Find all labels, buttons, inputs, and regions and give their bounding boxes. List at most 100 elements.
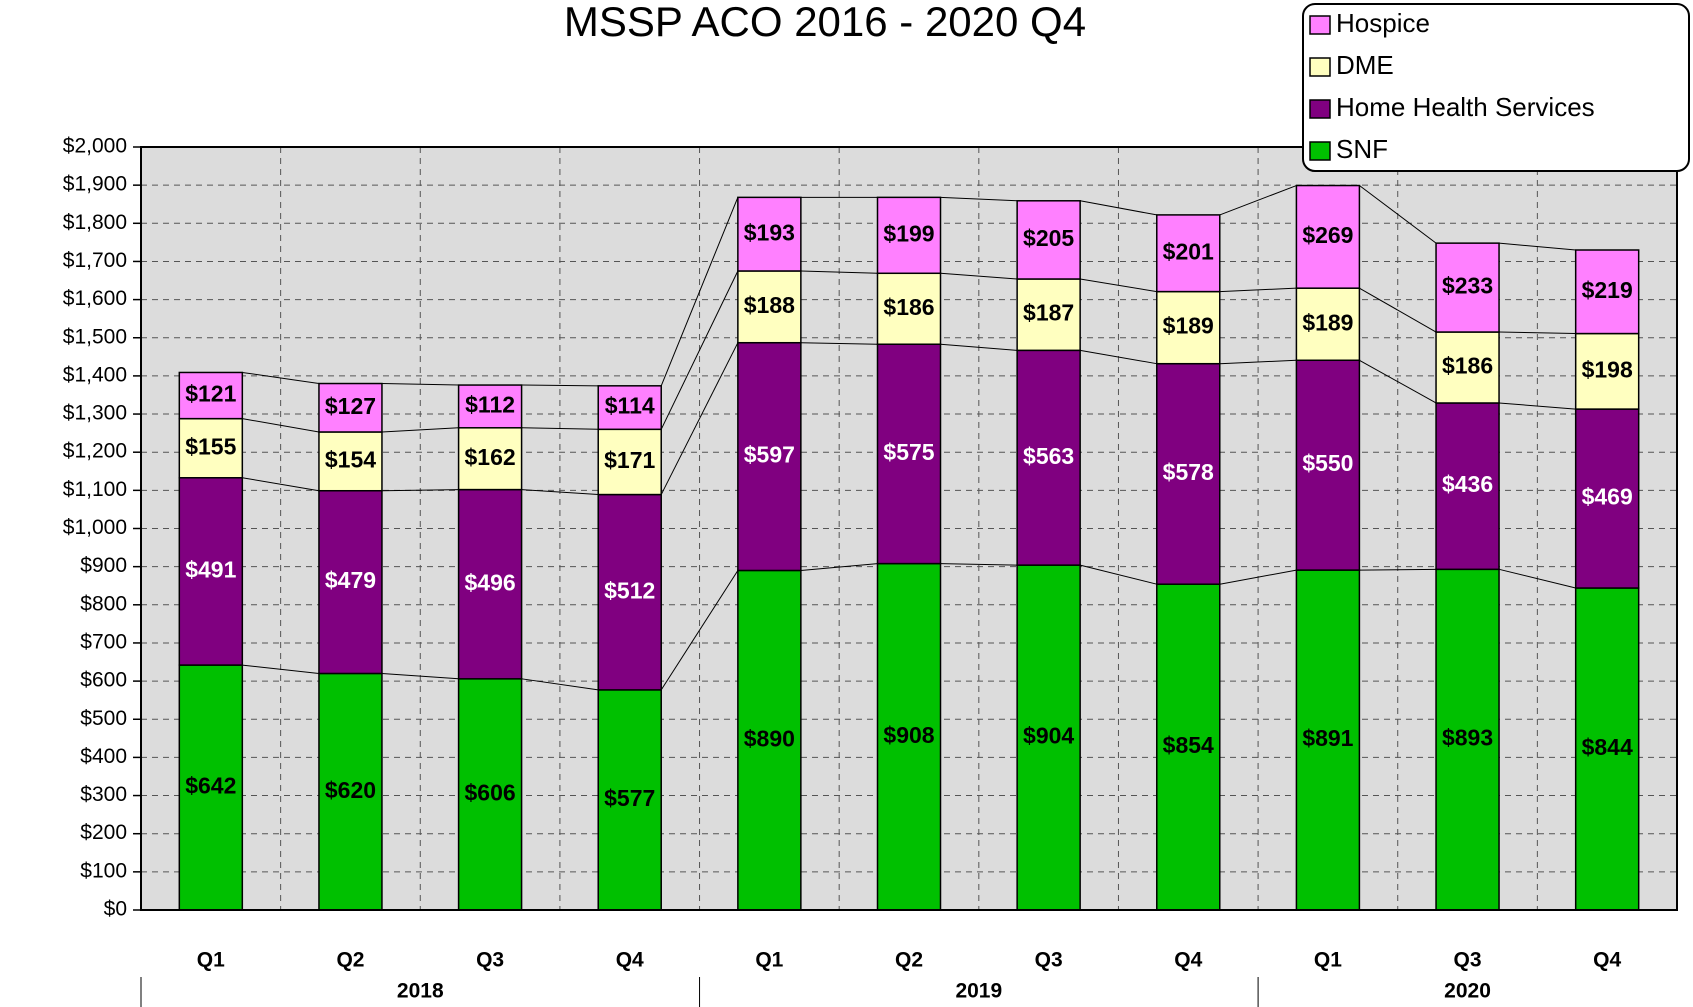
y-tick-label: $1,500 <box>63 325 127 348</box>
x-tick-label: Q1 <box>1314 949 1342 972</box>
connector <box>381 427 459 433</box>
bar-segment <box>457 427 523 491</box>
bar-segment <box>1295 287 1361 362</box>
value-label: $893 <box>1442 725 1493 751</box>
bar-segment <box>1435 242 1500 333</box>
y-tick-label: $0 <box>104 898 127 921</box>
bar-segment <box>1016 200 1081 280</box>
legend-box <box>1302 3 1690 172</box>
value-label: $620 <box>325 777 376 803</box>
bar-segment <box>1574 587 1640 911</box>
chart-title: MSSP ACO 2016 - 2020 Q4 <box>564 0 1086 45</box>
value-label: $512 <box>604 577 655 603</box>
bar-segment <box>876 196 942 275</box>
connector <box>242 664 320 674</box>
bar-segment <box>876 562 942 911</box>
value-label: $198 <box>1582 356 1633 382</box>
y-tick-label: $900 <box>80 554 127 577</box>
y-tick-label: $2,000 <box>63 135 127 158</box>
x-tick-label: Q2 <box>895 949 923 972</box>
bar-segment <box>178 371 244 420</box>
connector <box>1080 278 1157 293</box>
connector <box>1080 349 1157 365</box>
connector <box>242 371 320 385</box>
y-tick-label: $1,200 <box>63 440 127 463</box>
legend-label: SNF <box>1336 134 1388 164</box>
value-label: $890 <box>744 725 795 751</box>
bar-segment <box>1016 349 1081 566</box>
x-tick-label: Q3 <box>1035 949 1063 972</box>
connector <box>242 418 320 433</box>
connector <box>521 427 599 430</box>
value-label: $205 <box>1023 225 1074 251</box>
legend: Hospice DME Home Health Services SNF <box>1302 3 1690 172</box>
legend-swatch <box>1309 141 1331 161</box>
connector <box>1499 402 1576 410</box>
bar-segment <box>737 341 802 572</box>
value-label: $575 <box>883 439 934 465</box>
value-label: $171 <box>604 447 655 473</box>
value-label: $127 <box>325 393 376 419</box>
bar-segment <box>457 384 523 429</box>
bar-segment <box>318 431 383 492</box>
bar-segment <box>1574 332 1640 410</box>
value-label: $154 <box>325 446 376 472</box>
connector <box>940 343 1018 351</box>
bar-segment <box>876 272 942 345</box>
group-label: 2020 <box>1444 980 1491 1003</box>
value-label: $550 <box>1302 450 1353 476</box>
connector <box>800 270 878 274</box>
connector <box>1080 564 1157 585</box>
value-label: $908 <box>883 722 934 748</box>
value-label: $188 <box>744 292 795 318</box>
connector <box>1499 242 1576 251</box>
legend-label: Home Health Services <box>1336 92 1595 122</box>
connector <box>800 342 878 345</box>
x-tick-label: Q3 <box>1454 949 1482 972</box>
x-tick-label: Q1 <box>197 949 225 972</box>
bar-segment <box>737 569 802 911</box>
value-label: $642 <box>185 773 236 799</box>
bar-segment <box>178 417 244 479</box>
bar-segment <box>1156 290 1221 365</box>
connector <box>660 197 739 387</box>
connector <box>521 489 599 496</box>
value-label: $904 <box>1023 723 1074 749</box>
legend-label: DME <box>1336 50 1394 80</box>
bar-segment <box>1156 362 1221 585</box>
value-label: $597 <box>744 442 795 468</box>
bar-segment <box>178 664 244 911</box>
bar-segment <box>1435 568 1500 911</box>
connector <box>1219 569 1297 585</box>
connector <box>381 383 459 386</box>
bar-segment <box>597 689 662 911</box>
connector <box>940 563 1018 566</box>
value-label: $187 <box>1023 300 1074 326</box>
value-label: $121 <box>185 381 236 407</box>
value-label: $112 <box>465 391 515 417</box>
connector <box>242 477 320 492</box>
group-label: 2019 <box>955 980 1002 1003</box>
y-tick-label: $1,000 <box>63 516 127 539</box>
bar-segment <box>318 489 383 675</box>
bar-segment <box>597 493 662 691</box>
bar-segment <box>1435 331 1500 404</box>
legend-label: Hospice <box>1336 8 1430 38</box>
connector <box>1359 359 1437 404</box>
connector <box>521 384 599 387</box>
x-tick-label: Q4 <box>1174 949 1202 972</box>
value-label: $606 <box>465 779 516 805</box>
value-label: $219 <box>1582 277 1633 303</box>
connector <box>1219 359 1297 365</box>
value-label: $189 <box>1163 313 1214 339</box>
value-label: $189 <box>1302 309 1353 335</box>
value-label: $563 <box>1023 443 1074 469</box>
x-tick-label: Q4 <box>1593 949 1621 972</box>
y-tick-label: $600 <box>80 669 127 692</box>
y-tick-label: $500 <box>80 707 127 730</box>
value-label: $114 <box>605 393 655 419</box>
bar-segment <box>597 385 662 431</box>
connector <box>381 489 459 492</box>
value-label: $201 <box>1163 238 1214 264</box>
